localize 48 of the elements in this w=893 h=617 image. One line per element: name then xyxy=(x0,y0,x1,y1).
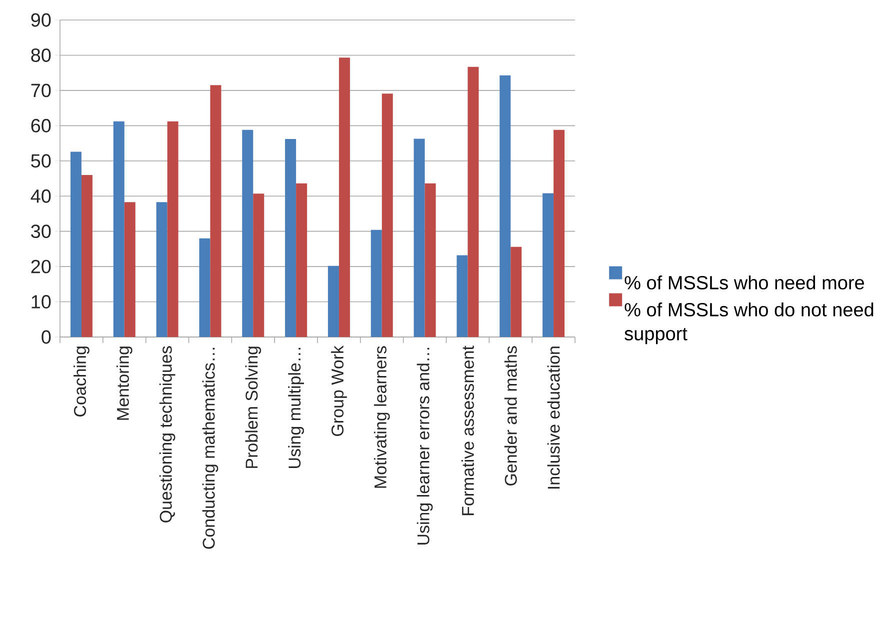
bar xyxy=(500,75,511,337)
y-tick-label: 40 xyxy=(30,189,51,203)
bar xyxy=(199,238,210,337)
bar xyxy=(554,130,565,337)
bar xyxy=(382,94,393,337)
bar xyxy=(285,139,296,337)
y-tick-label: 80 xyxy=(31,48,51,62)
x-tick-label: Conducting mathematics… xyxy=(202,348,218,549)
bar xyxy=(113,121,124,337)
bar xyxy=(328,266,339,337)
x-tick-label: Inclusive education xyxy=(547,346,560,489)
bar xyxy=(370,230,382,337)
legend-label: % of MSSLs who need more xyxy=(624,275,864,290)
bar xyxy=(414,138,425,337)
bar xyxy=(70,152,82,337)
x-tick-label: Group Work xyxy=(331,345,347,436)
bar xyxy=(510,246,522,337)
y-tick-label: 50 xyxy=(31,154,51,168)
bar xyxy=(296,183,308,337)
y-tick-label: 60 xyxy=(31,118,51,132)
x-tick-label: Using learner errors and… xyxy=(416,348,433,545)
bar xyxy=(242,130,254,337)
legend-label: % of MSSLs who do not need support xyxy=(624,302,874,344)
bar xyxy=(210,85,222,337)
x-tick-label: Motivating learners xyxy=(374,346,390,488)
bar xyxy=(167,121,178,337)
bar xyxy=(81,174,92,337)
y-tick-label: 70 xyxy=(31,84,51,98)
bar xyxy=(156,202,168,337)
x-tick-label: Using multiple… xyxy=(288,348,304,468)
bar xyxy=(542,193,554,337)
x-tick-label: Questioning techniques xyxy=(159,346,176,522)
y-tick-label: 10 xyxy=(32,295,51,308)
bar xyxy=(468,66,479,337)
x-tick-label: Coaching xyxy=(74,346,90,416)
x-tick-label: Formative assessment xyxy=(461,346,474,516)
x-tick-label: Gender and maths xyxy=(504,346,517,486)
bar xyxy=(424,183,436,337)
y-tick-label: 30 xyxy=(31,224,51,238)
x-tick-label: Problem Solving xyxy=(245,346,262,468)
bar xyxy=(124,202,136,337)
bar xyxy=(253,194,264,337)
x-tick-label: Mentoring xyxy=(116,346,132,420)
y-tick-label: 90 xyxy=(31,13,51,27)
y-tick-label: 0 xyxy=(42,330,51,344)
y-tick-label: 20 xyxy=(31,260,51,274)
bar xyxy=(338,58,350,337)
bar xyxy=(456,255,468,337)
